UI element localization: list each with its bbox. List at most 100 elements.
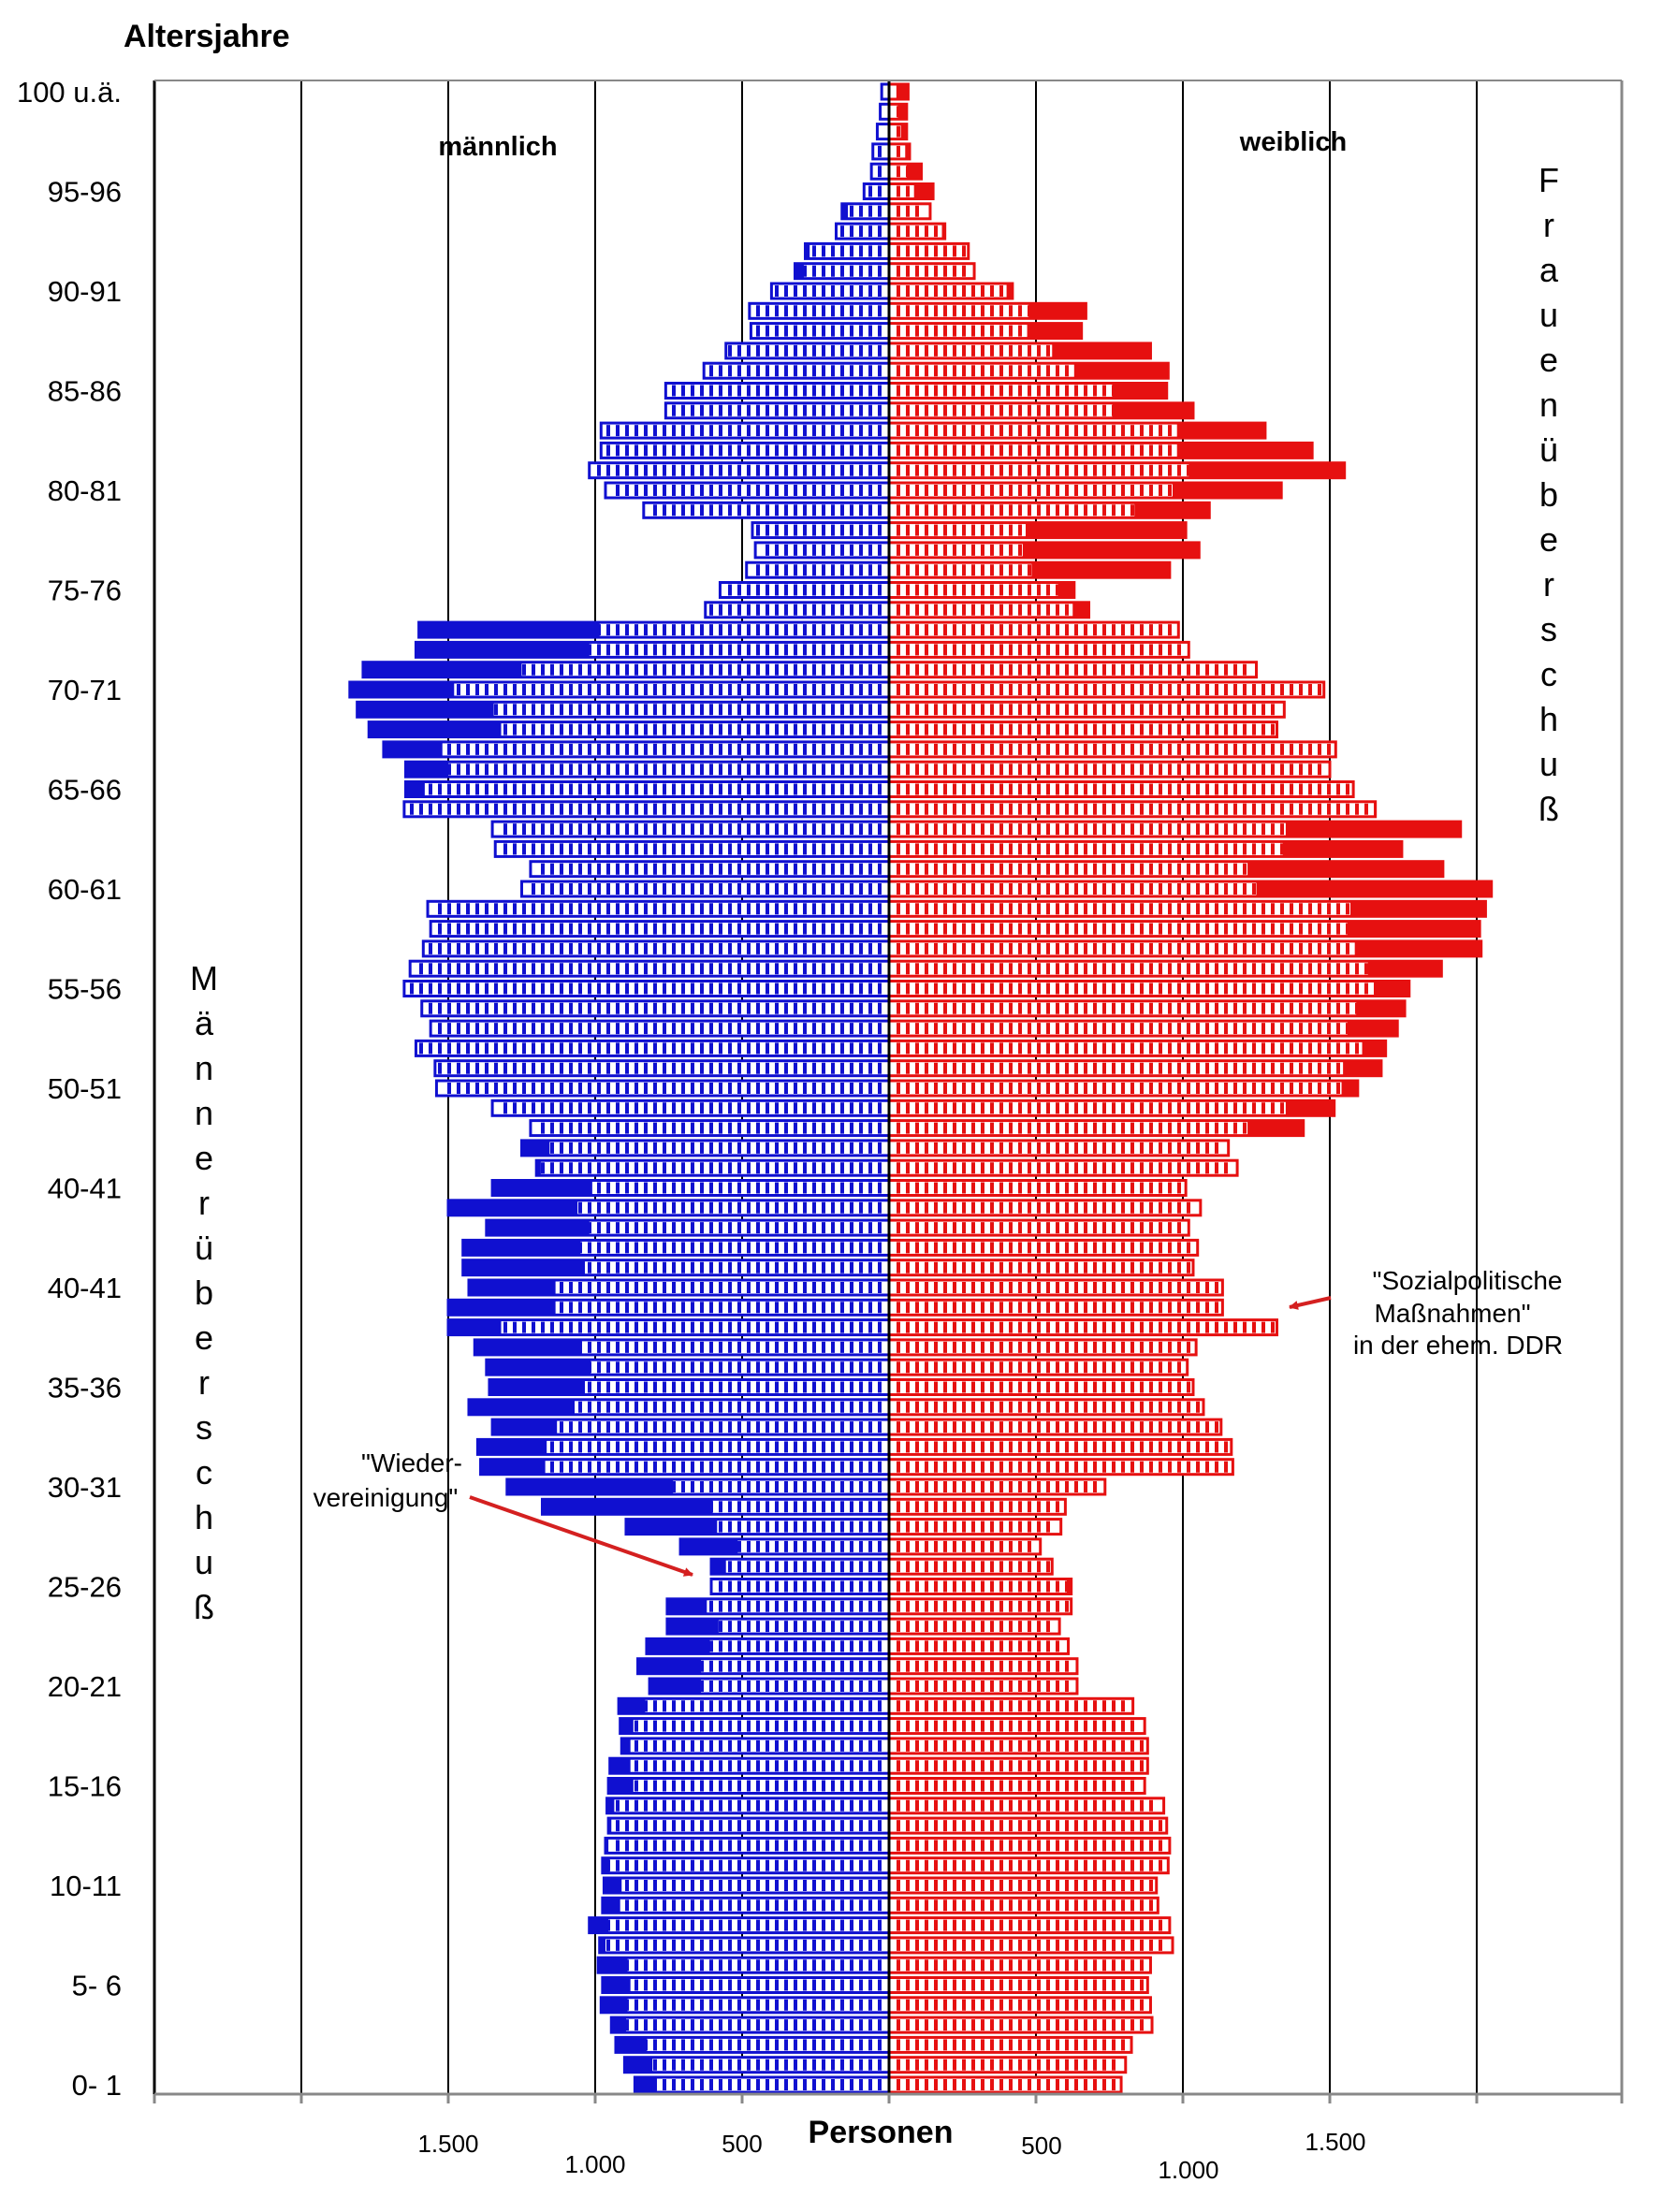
male-bar-hatch <box>634 2059 882 2071</box>
female-surplus-letter: ß <box>1538 790 1559 828</box>
male-bar-hatch <box>606 425 882 437</box>
female-bar <box>887 1477 1107 1496</box>
male-bar-hatch <box>457 1321 882 1333</box>
male-bar-hatch <box>410 783 882 795</box>
female-bar-hatch <box>897 783 1349 795</box>
male-surplus-bar <box>646 1638 710 1654</box>
male-surplus-bar <box>589 1917 609 1933</box>
female-surplus-bar <box>1347 1021 1398 1037</box>
female-bar <box>887 241 970 260</box>
female-bar-hatch <box>897 1561 1050 1573</box>
male-bar <box>596 1956 891 1974</box>
male-surplus-letter: M <box>190 959 218 997</box>
male-surplus-bar <box>598 1957 628 1973</box>
male-bar-hatch <box>616 2019 882 2031</box>
female-bar-hatch <box>897 1023 1387 1035</box>
male-surplus-bar <box>357 702 494 718</box>
female-surplus-bar <box>1112 383 1167 399</box>
male-surplus-letter: b <box>195 1273 213 1312</box>
female-surplus-bar <box>896 84 909 99</box>
male-bar <box>748 301 891 320</box>
y-tick-label: 50-51 <box>48 1072 122 1105</box>
male-surplus-bar <box>711 1559 726 1575</box>
male-bar-hatch <box>672 385 882 397</box>
male-surplus-bar <box>605 1838 609 1854</box>
female-surplus-bar <box>905 143 910 159</box>
male-bar <box>875 123 891 141</box>
male-surplus-bar <box>805 243 810 259</box>
female-surplus-bar <box>1362 1041 1386 1056</box>
female-surplus-bar <box>1073 363 1169 379</box>
male-surplus-bar <box>383 741 443 757</box>
male-surplus-bar <box>795 263 804 279</box>
male-bar-hatch <box>625 2039 882 2051</box>
male-bar <box>620 1737 891 1755</box>
male-surplus-bar <box>405 781 425 797</box>
male-bar-hatch <box>419 963 882 975</box>
male-surplus-bar <box>521 1140 550 1156</box>
female-bar-hatch <box>897 1720 1134 1732</box>
female-bar-hatch <box>897 2079 1116 2090</box>
female-bar-hatch <box>897 1242 1190 1254</box>
female-bar <box>887 720 1278 739</box>
female-bar-hatch <box>897 704 1275 716</box>
female-surplus-bar <box>1282 841 1402 857</box>
annotation-sozialpolitik-line3: in der ehem. DDR <box>1353 1331 1563 1360</box>
male-bar-hatch <box>410 982 882 995</box>
female-bar-hatch <box>897 1600 1069 1612</box>
male-surplus-bar <box>462 1259 586 1275</box>
female-bar-hatch <box>897 1760 1144 1772</box>
female-bar-hatch <box>897 2019 1144 2031</box>
female-surplus-bar <box>1134 502 1210 518</box>
male-bar-hatch <box>438 923 882 935</box>
male-bar-hatch <box>606 1999 882 2011</box>
female-bar-hatch <box>897 1919 1162 1931</box>
male-bar-hatch <box>850 205 882 217</box>
annotation-sozialpolitik-line2: Maßnahmen" <box>1374 1299 1530 1328</box>
male-surplus-bar <box>462 1240 581 1256</box>
female-surplus-letter: u <box>1539 745 1558 783</box>
male-bar-hatch <box>503 843 882 855</box>
female-surplus-letter: b <box>1539 475 1558 514</box>
male-bar <box>598 1936 891 1955</box>
female-bar-hatch <box>897 1899 1153 1912</box>
y-tick-label: 60-61 <box>48 873 122 906</box>
male-bar-hatch <box>775 285 882 297</box>
male-bar-hatch <box>616 1799 882 1812</box>
male-bar-hatch <box>503 823 882 836</box>
female-bar <box>887 1458 1234 1477</box>
male-bar-hatch <box>756 305 882 317</box>
male-surplus-bar <box>621 1738 631 1754</box>
female-bar-hatch <box>897 1840 1162 1852</box>
female-surplus-bar <box>1188 462 1345 478</box>
male-bar <box>429 1019 891 1038</box>
x-axis-title: Personen <box>809 2115 954 2150</box>
female-surplus-bar <box>1026 522 1187 538</box>
female-surplus-bar <box>1027 323 1082 339</box>
male-bar-hatch <box>812 245 882 257</box>
female-bar-hatch <box>897 2039 1125 2051</box>
male-surplus-bar <box>608 1778 634 1794</box>
female-bar-hatch <box>897 1999 1144 2011</box>
female-surplus-bar <box>1374 801 1376 817</box>
female-bar-hatch <box>897 1381 1190 1393</box>
female-bar <box>887 262 976 281</box>
male-surplus-bar <box>841 203 849 219</box>
male-bar-hatch <box>532 1142 882 1154</box>
female-bar-hatch <box>897 1521 1050 1533</box>
female-surplus-bar <box>1072 602 1089 618</box>
female-bar <box>887 980 1411 997</box>
female-bar <box>887 1896 1159 1914</box>
male-bar-hatch <box>719 1580 882 1593</box>
annotation-sozialpolitik: "Sozialpolitische Maßnahmen" in der ehem… <box>1289 1266 1563 1360</box>
female-bar-hatch <box>897 1102 1331 1114</box>
male-bar <box>840 202 891 221</box>
male-bar-hatch <box>438 903 882 915</box>
male-surplus-bar <box>486 1220 590 1236</box>
female-bar-hatch <box>897 1540 1031 1552</box>
male-surplus-letter: n <box>195 1094 213 1132</box>
female-surplus-bar <box>1028 303 1086 319</box>
female-surplus-letter: r <box>1543 206 1554 244</box>
male-bar-hatch <box>606 1859 882 1871</box>
female-bar-hatch <box>897 1421 1218 1433</box>
